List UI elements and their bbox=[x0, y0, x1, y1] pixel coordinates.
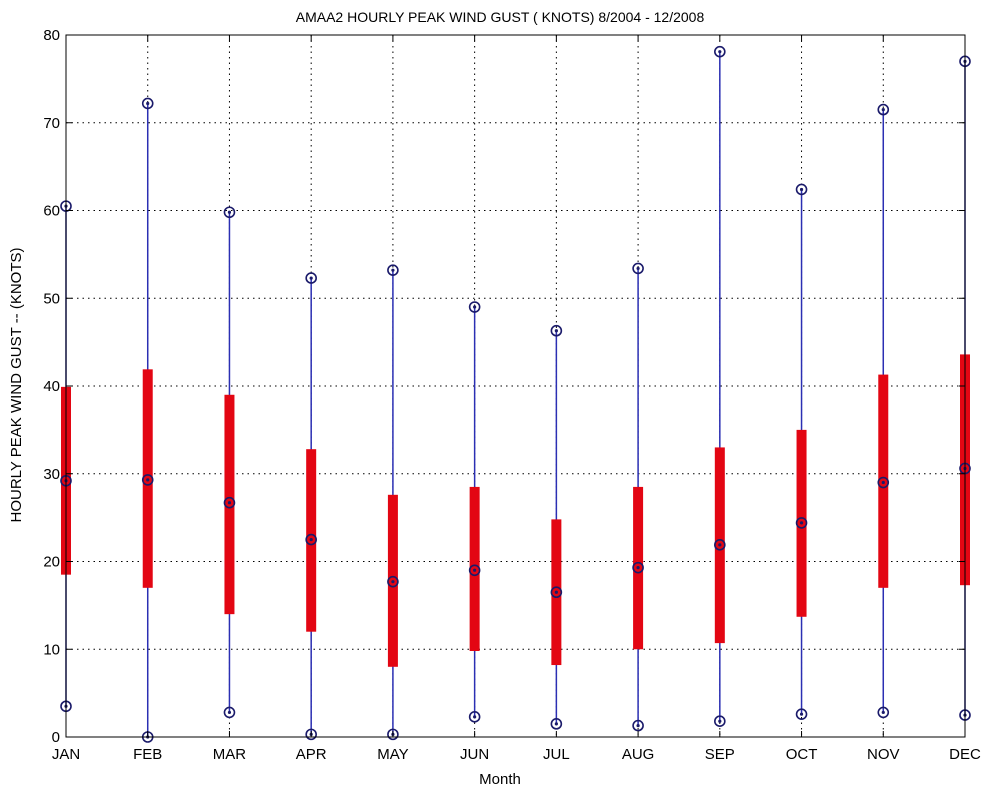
box-apr bbox=[305, 272, 317, 741]
x-tick-label-may: MAY bbox=[377, 746, 408, 763]
y-tick-label: 80 bbox=[43, 27, 60, 44]
max-marker bbox=[223, 206, 236, 219]
median-marker bbox=[305, 533, 317, 546]
min-marker bbox=[795, 708, 808, 720]
median-marker-dot bbox=[554, 590, 558, 594]
y-tick-label: 10 bbox=[43, 641, 60, 658]
max-marker bbox=[877, 103, 890, 116]
min-marker bbox=[387, 728, 399, 741]
median-marker-dot bbox=[718, 543, 722, 547]
x-tick-label-apr: APR bbox=[296, 746, 327, 763]
min-marker-dot bbox=[473, 715, 477, 719]
median-marker-dot bbox=[636, 566, 640, 570]
min-marker-dot bbox=[718, 719, 722, 723]
box-sep bbox=[714, 45, 726, 728]
x-tick-label-feb: FEB bbox=[133, 746, 162, 763]
max-marker-dot bbox=[554, 329, 558, 333]
median-marker bbox=[877, 476, 890, 489]
x-tick-label-aug: AUG bbox=[622, 746, 655, 763]
x-tick-label-sep: SEP bbox=[705, 746, 735, 763]
x-tick-label-dec: DEC bbox=[949, 746, 981, 763]
max-marker-dot bbox=[799, 187, 804, 192]
median-marker bbox=[714, 539, 726, 551]
box-may bbox=[387, 264, 399, 741]
box-nov bbox=[877, 103, 890, 719]
min-marker bbox=[223, 706, 236, 719]
y-tick-label: 60 bbox=[43, 203, 60, 220]
min-marker bbox=[632, 719, 644, 732]
y-axis-label: HOURLY PEAK WIND GUST -- (KNOTS) bbox=[8, 247, 25, 522]
median-marker bbox=[550, 586, 563, 599]
box-oct bbox=[795, 183, 808, 720]
median-marker-dot bbox=[881, 480, 885, 485]
min-marker bbox=[468, 711, 481, 723]
axis-ticks: 0 10 20 30 40 50 60 70 80 JAN FEB MAR APR MAY JUN JUL AU… bbox=[43, 27, 981, 763]
box-jun bbox=[468, 301, 481, 723]
median-marker-dot bbox=[146, 478, 150, 482]
chart-title: AMAA2 HOURLY PEAK WIND GUST ( KNOTS) 8/2… bbox=[296, 9, 705, 25]
median-marker bbox=[468, 564, 481, 577]
max-marker-dot bbox=[391, 268, 395, 272]
box-mar bbox=[223, 206, 236, 719]
box-aug bbox=[632, 262, 644, 732]
median-marker-dot bbox=[473, 568, 477, 572]
median-marker bbox=[387, 575, 399, 588]
y-tick-label: 50 bbox=[43, 290, 60, 307]
median-marker bbox=[223, 496, 236, 509]
median-marker-dot bbox=[391, 580, 395, 584]
min-marker bbox=[877, 706, 890, 719]
max-marker-dot bbox=[881, 107, 885, 112]
x-tick-label-jun: JUN bbox=[460, 746, 489, 763]
max-marker-dot bbox=[636, 266, 640, 271]
max-marker bbox=[387, 264, 399, 276]
x-tick-label-jan: JAN bbox=[52, 746, 80, 763]
median-marker bbox=[795, 517, 808, 529]
y-tick-label: 40 bbox=[43, 378, 60, 395]
median-marker-dot bbox=[799, 521, 804, 525]
max-marker bbox=[795, 183, 808, 196]
x-tick-label-jul: JUL bbox=[543, 746, 570, 763]
x-axis-label: Month bbox=[479, 771, 521, 788]
max-marker-dot bbox=[146, 101, 150, 106]
max-marker-dot bbox=[227, 210, 232, 214]
y-tick-label: 20 bbox=[43, 554, 60, 571]
median-marker bbox=[141, 474, 154, 486]
median-marker-dot bbox=[227, 501, 232, 505]
min-marker bbox=[550, 718, 563, 730]
y-tick-label: 0 bbox=[52, 729, 60, 746]
max-marker bbox=[141, 97, 154, 110]
min-marker-dot bbox=[799, 712, 804, 716]
x-tick-label-mar: MAR bbox=[213, 746, 247, 763]
max-marker-dot bbox=[718, 50, 722, 54]
y-tick-label: 30 bbox=[43, 466, 60, 483]
x-tick-label-nov: NOV bbox=[867, 746, 900, 763]
max-marker bbox=[550, 324, 563, 337]
max-marker-dot bbox=[309, 276, 313, 280]
y-tick-label: 70 bbox=[43, 115, 60, 132]
x-tick-label-oct: OCT bbox=[786, 746, 818, 763]
min-marker-dot bbox=[554, 722, 558, 726]
iqr-box bbox=[224, 394, 235, 615]
min-marker bbox=[714, 715, 726, 728]
max-marker bbox=[714, 45, 726, 58]
max-marker bbox=[468, 301, 481, 313]
min-marker-dot bbox=[881, 710, 885, 715]
max-marker-dot bbox=[473, 305, 477, 309]
median-marker bbox=[632, 561, 644, 574]
median-marker-dot bbox=[309, 537, 313, 542]
min-marker bbox=[305, 728, 317, 741]
min-marker-dot bbox=[227, 710, 232, 715]
min-marker-dot bbox=[636, 723, 640, 728]
max-marker bbox=[632, 262, 644, 275]
max-marker bbox=[305, 272, 317, 284]
box-jul bbox=[550, 324, 563, 730]
